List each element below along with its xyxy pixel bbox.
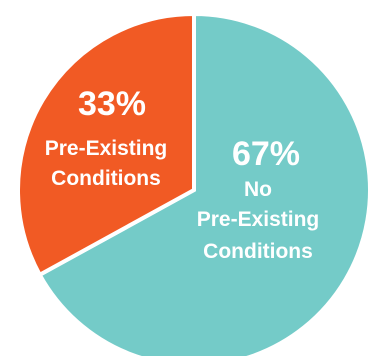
slice-pre-existing-labels: 33% Pre-Existing Conditions	[45, 85, 168, 190]
slice-no-conditions-labels: 67% No Pre-Existing Conditions	[197, 135, 320, 263]
slice-no-conditions-percent: 67%	[232, 135, 300, 173]
slice-pre-existing-label-line-1: Pre-Existing	[45, 137, 168, 160]
slice-pre-existing-label-line-2: Conditions	[51, 167, 161, 190]
pie-slice-no-conditions	[37, 11, 372, 356]
slice-no-conditions-label-line-2: Pre-Existing	[197, 208, 320, 231]
pie-slices	[16, 11, 372, 356]
slice-pre-existing-percent: 33%	[78, 85, 146, 123]
pie-slice-pre-existing	[16, 11, 196, 278]
slice-no-conditions-label-line-3: Conditions	[203, 240, 313, 263]
slice-no-conditions-label-line-1: No	[244, 178, 272, 201]
